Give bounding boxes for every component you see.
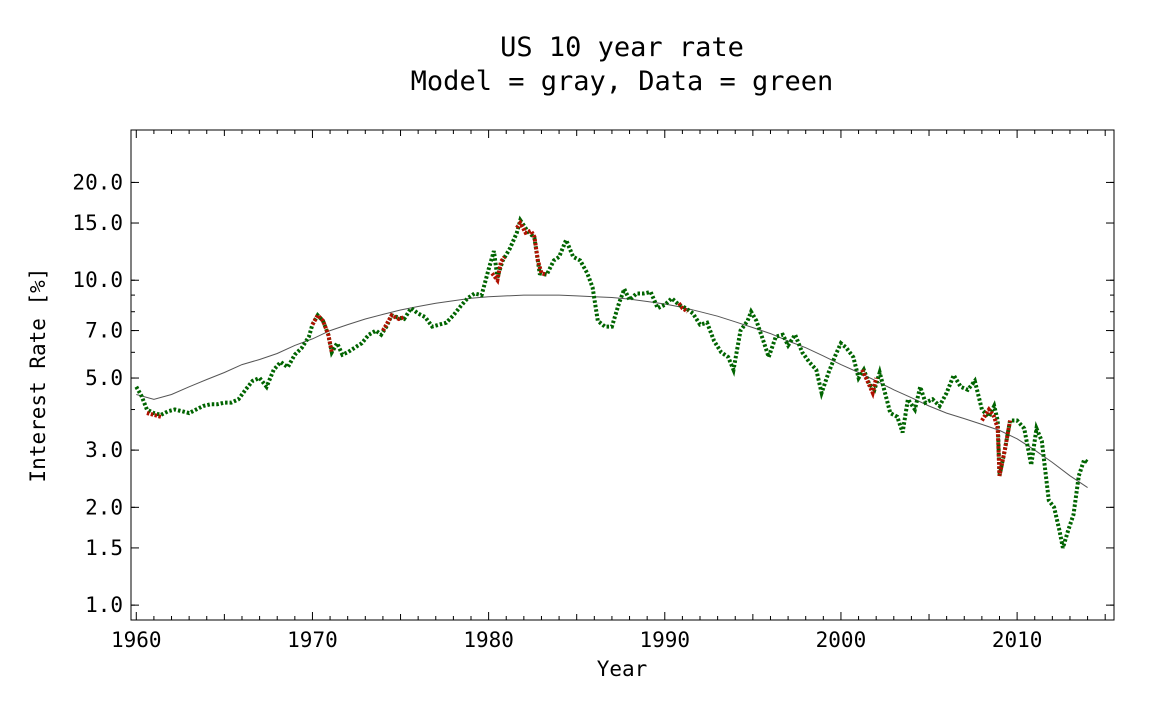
series-data-highlight (677, 302, 689, 314)
y-tick-label: 1.5 (85, 536, 123, 560)
x-axis-label: Year (597, 657, 648, 681)
chart-title-line1: US 10 year rate (500, 32, 744, 63)
plot-frame (130, 129, 1115, 621)
y-axis-ticks: 1.0 1.5 2.0 3.0 5.0 7.0 10.0 15.0 20.0 (72, 170, 1114, 617)
series-model-line (136, 294, 1088, 489)
x-tick-label: 1960 (111, 628, 162, 652)
series-layer (134, 215, 1089, 549)
series-data-highlight (146, 411, 162, 419)
x-tick-label: 2000 (816, 628, 867, 652)
series-data-highlight (310, 311, 334, 353)
x-tick-label: 1990 (639, 628, 690, 652)
x-tick-label: 2010 (992, 628, 1043, 652)
x-axis-ticks: 1960 1970 1980 1990 2000 2010 (111, 130, 1106, 652)
y-tick-label: 10.0 (72, 268, 123, 292)
series-data-highlight (381, 312, 405, 332)
series-data-highlight (980, 405, 1013, 477)
y-tick-label: 3.0 (85, 438, 123, 462)
x-tick-label: 1970 (287, 628, 338, 652)
y-tick-label: 2.0 (85, 495, 123, 519)
series-data-line (134, 215, 1089, 549)
y-tick-label: 15.0 (72, 211, 123, 235)
y-tick-label: 7.0 (85, 319, 123, 343)
y-tick-label: 5.0 (85, 366, 123, 390)
x-tick-label: 1980 (463, 628, 514, 652)
chart-title-line2: Model = gray, Data = green (411, 66, 834, 97)
series-data-highlight (860, 368, 879, 400)
y-tick-label: 1.0 (85, 593, 123, 617)
series-data-highlight (490, 255, 507, 285)
series-data-highlight (515, 219, 548, 277)
y-tick-label: 20.0 (72, 170, 123, 194)
y-axis-label: Interest Rate [%] (26, 268, 50, 483)
